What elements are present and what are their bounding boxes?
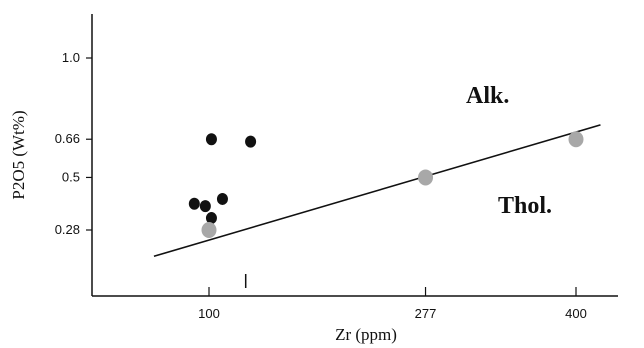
black-data-point [205,133,217,146]
discrimination-line [153,124,601,258]
annotation-alk: Alk. [466,83,509,109]
x-axis-title: Zr (ppm) [335,325,397,344]
data-points [188,131,584,238]
black-data-point [245,135,257,148]
black-data-point [205,212,217,225]
gray-data-point [201,222,217,238]
y-axis-ticks: 1.0 0.66 0.5 0.28 [55,50,92,237]
x-tick-label: 277 [415,306,437,321]
divider-line-group [153,124,601,258]
y-tick-label: 0.28 [55,222,80,237]
gray-data-point [418,169,434,186]
x-tick-label: 100 [198,306,220,321]
gray-data-point [568,131,584,148]
y-tick-label: 0.66 [55,131,80,146]
x-tick-label: 400 [565,306,587,321]
y-tick-label: 1.0 [62,50,80,65]
black-data-point [188,197,200,210]
y-tick-label: 0.5 [62,169,80,184]
annotation-thol: Thol. [498,193,552,219]
y-axis-title: P2O5 (Wt%) [9,110,28,199]
black-data-point [199,200,211,213]
x-axis-ticks: 100 277 400 [198,274,587,321]
black-data-point [216,192,228,205]
